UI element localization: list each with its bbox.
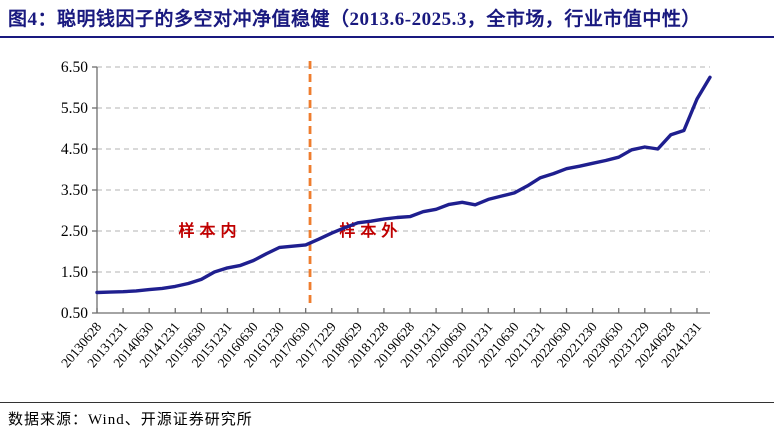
y-tick-label: 5.50 (61, 100, 88, 117)
sample-annotation: 样本外 (339, 221, 402, 240)
y-tick-label: 2.50 (61, 223, 88, 240)
footer-rule (0, 402, 774, 403)
y-tick-label: 0.50 (61, 305, 88, 322)
title-underline (0, 36, 774, 38)
y-tick-label: 1.50 (61, 264, 88, 281)
figure-title: 图4：聪明钱因子的多空对冲净值稳健（2013.6-2025.3，全市场，行业市值… (8, 9, 701, 30)
y-tick-label: 4.50 (61, 141, 88, 158)
net-value-line (95, 75, 712, 295)
sample-annotation: 样本内 (179, 221, 242, 240)
y-tick-label: 6.50 (61, 59, 88, 76)
source-note: 数据来源：Wind、开源证券研究所 (8, 412, 253, 428)
y-tick-label: 3.50 (61, 182, 88, 199)
